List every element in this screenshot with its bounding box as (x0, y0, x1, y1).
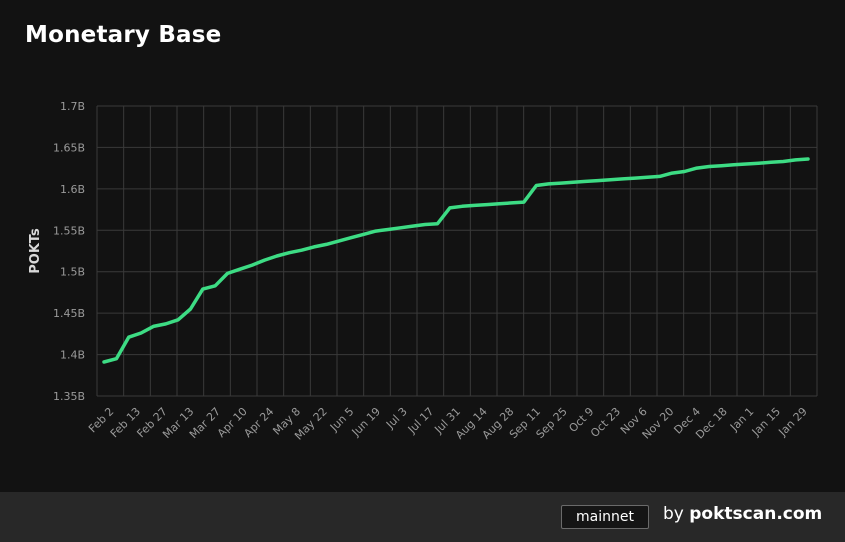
footer-bar: mainnet by poktscan.com (0, 492, 845, 542)
y-tick-label: 1.7B (60, 100, 85, 113)
y-axis-label: POKTs (28, 228, 43, 274)
x-tick-label: Jan 29 (776, 405, 810, 439)
by-label: by (663, 504, 684, 524)
x-tick-label: Oct 23 (588, 405, 623, 440)
site-name: poktscan.com (689, 504, 823, 524)
x-tick-label: Jun 19 (349, 405, 383, 439)
y-tick-label: 1.65B (53, 141, 85, 154)
y-tick-label: 1.35B (53, 390, 85, 403)
network-badge[interactable]: mainnet (561, 505, 649, 529)
y-tick-label: 1.4B (60, 349, 85, 362)
y-tick-label: 1.5B (60, 266, 85, 279)
y-tick-label: 1.55B (53, 224, 85, 237)
y-tick-label: 1.6B (60, 183, 85, 196)
x-tick-label: Jan 15 (749, 405, 783, 439)
chart-title: Monetary Base (25, 22, 222, 48)
x-tick-label: Apr 24 (241, 405, 276, 440)
y-tick-label: 1.45B (53, 307, 85, 320)
brand-link[interactable]: by poktscan.com (663, 504, 822, 524)
x-tick-label: Jul 17 (405, 405, 437, 437)
series-line (102, 157, 810, 364)
